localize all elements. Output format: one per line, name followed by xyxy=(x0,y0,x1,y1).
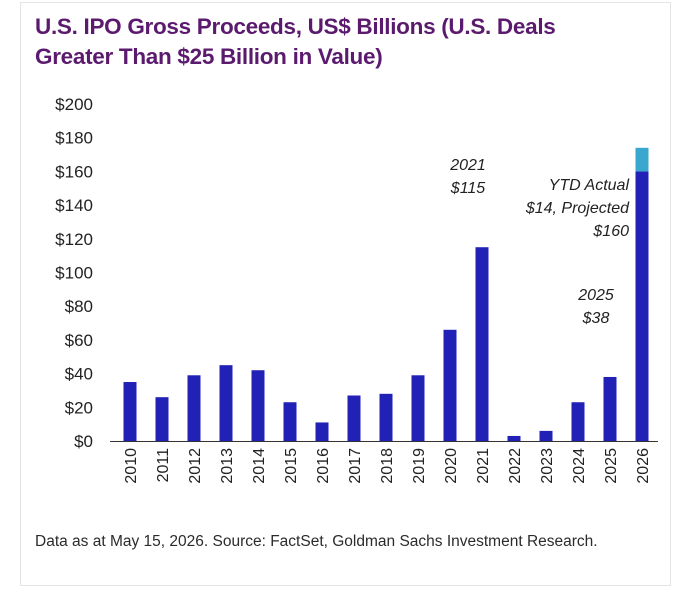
x-tick-label-2026: 2026 xyxy=(635,448,652,484)
y-tick-label: $20 xyxy=(65,398,93,417)
y-tick-label: $120 xyxy=(55,230,93,249)
bar-2021 xyxy=(475,247,489,441)
x-tick-label-2011: 2011 xyxy=(155,448,172,483)
x-tick-label-2025: 2025 xyxy=(603,448,620,484)
bar-2015 xyxy=(283,402,297,441)
annotation-2025: 2025 $38 xyxy=(577,287,614,327)
annotations: 2021 $115 2025 $38 YTD Actual $14, Projected $… xyxy=(449,157,630,327)
annotation-line: 2021 xyxy=(449,157,486,174)
y-tick-label: $140 xyxy=(55,196,93,215)
y-tick-label: $60 xyxy=(65,331,93,350)
bar-2024 xyxy=(571,402,585,441)
y-tick-label: $180 xyxy=(55,129,93,148)
bar-2013 xyxy=(219,365,233,441)
y-tick-label: $160 xyxy=(55,162,93,181)
annotation-line: $14, Projected xyxy=(525,200,630,217)
y-axis: $0 $20 $40 $60 $80 $100 $120 $140 $160 $180 $200 xyxy=(55,95,93,451)
annotation-2021: 2021 $115 xyxy=(449,157,486,197)
chart-title-line-1: U.S. IPO Gross Proceeds, US$ Billions (U… xyxy=(35,14,556,39)
annotation-line: $115 xyxy=(450,180,486,197)
bar-2023 xyxy=(539,430,553,441)
y-tick-label: $100 xyxy=(55,264,93,283)
bars xyxy=(123,147,649,441)
bar-2018 xyxy=(379,393,393,441)
source-footnote: Data as at May 15, 2026. Source: FactSet… xyxy=(35,533,598,550)
bar-2017 xyxy=(347,395,361,441)
bar-2022 xyxy=(507,435,521,441)
x-tick-label-2020: 2020 xyxy=(443,448,460,484)
x-tick-label-2022: 2022 xyxy=(507,448,524,484)
x-tick-label-2010: 2010 xyxy=(123,448,140,484)
chart-title: U.S. IPO Gross Proceeds, US$ Billions (U… xyxy=(35,12,655,72)
bar-2011 xyxy=(155,397,169,441)
y-tick-label: $200 xyxy=(55,95,93,114)
x-tick-label-2018: 2018 xyxy=(379,448,396,484)
x-tick-label-2021: 2021 xyxy=(475,448,492,484)
chart-title-line-2: Greater Than $25 Billion in Value) xyxy=(35,44,383,69)
y-tick-label: $0 xyxy=(74,432,93,451)
bar-2010 xyxy=(123,382,137,441)
x-tick-label-2024: 2024 xyxy=(571,448,588,484)
x-axis: 2010 2011 2012 2013 2014 2015 2016 2017 2018 2019… xyxy=(123,448,652,484)
y-tick-label: $80 xyxy=(65,297,93,316)
x-tick-label-2013: 2013 xyxy=(219,448,236,484)
bar-ytd-2026 xyxy=(635,147,649,172)
y-tick-label: $40 xyxy=(65,365,93,384)
bar-2012 xyxy=(187,375,201,441)
x-tick-label-2015: 2015 xyxy=(283,448,300,484)
x-tick-label-2019: 2019 xyxy=(411,448,428,484)
annotation-line: 2025 xyxy=(577,287,614,304)
bar-2019 xyxy=(411,375,425,441)
x-tick-label-2016: 2016 xyxy=(315,448,332,484)
bar-2016 xyxy=(315,422,329,441)
bar-2020 xyxy=(443,329,457,441)
annotation-2026: YTD Actual $14, Projected $160 xyxy=(525,177,630,240)
bar-2025 xyxy=(603,376,617,441)
x-tick-label-2014: 2014 xyxy=(251,448,268,484)
annotation-line: $38 xyxy=(582,310,610,327)
bar-2014 xyxy=(251,370,265,441)
bar-2026 xyxy=(635,171,649,441)
annotation-line: YTD Actual xyxy=(549,177,630,194)
annotation-line: $160 xyxy=(592,223,629,240)
x-tick-label-2017: 2017 xyxy=(347,448,364,484)
chart-card xyxy=(20,2,671,586)
x-tick-label-2023: 2023 xyxy=(539,448,556,484)
x-tick-label-2012: 2012 xyxy=(187,448,204,484)
